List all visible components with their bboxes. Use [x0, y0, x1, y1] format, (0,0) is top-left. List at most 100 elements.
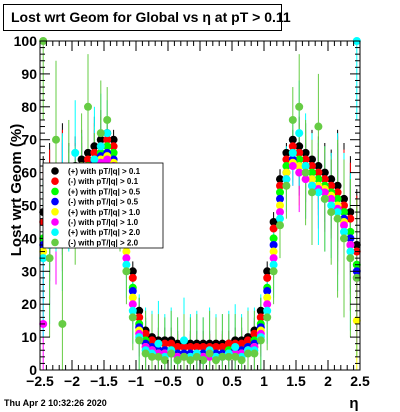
data-point — [327, 208, 336, 217]
data-point — [276, 214, 284, 223]
data-point — [180, 336, 188, 345]
data-point — [167, 349, 176, 358]
data-point — [263, 300, 272, 309]
data-point — [288, 162, 297, 171]
data-point — [122, 260, 131, 269]
data-point — [263, 313, 272, 322]
data-point — [333, 194, 342, 203]
data-point — [212, 342, 220, 351]
x-tick-label: 0 — [196, 373, 204, 389]
data-point — [109, 148, 118, 157]
data-point — [109, 135, 118, 144]
data-point — [301, 162, 310, 171]
data-point — [173, 356, 182, 365]
data-point — [295, 168, 304, 177]
data-point — [180, 352, 188, 361]
data-point — [231, 352, 240, 361]
data-point — [122, 254, 131, 263]
data-point — [340, 227, 348, 236]
data-point — [160, 356, 169, 365]
x-tick-label: −1.5 — [90, 373, 118, 389]
x-tick-label: 1 — [260, 373, 268, 389]
data-point — [199, 356, 208, 365]
data-point — [301, 175, 310, 184]
y-tick-label: 70 — [21, 132, 37, 148]
data-point — [314, 175, 323, 184]
data-point — [340, 194, 348, 203]
data-point — [96, 142, 105, 151]
data-point — [52, 135, 60, 144]
data-point — [333, 208, 342, 217]
data-point — [301, 155, 310, 164]
data-point — [256, 306, 265, 315]
x-tick-label: 2 — [324, 373, 332, 389]
y-axis-title: Lost wrt Geom (%) — [8, 124, 25, 257]
data-point — [282, 155, 291, 164]
data-point — [224, 352, 233, 361]
data-point — [327, 194, 336, 203]
legend-marker — [51, 218, 59, 226]
data-point — [288, 142, 297, 151]
data-point — [135, 336, 144, 345]
data-point — [314, 188, 323, 197]
data-point — [109, 142, 118, 151]
data-point — [71, 148, 80, 157]
data-point — [333, 188, 342, 197]
data-point — [314, 162, 323, 171]
legend-label: (-) with pT/|q| > 0.1 — [68, 177, 139, 186]
data-point — [263, 267, 272, 276]
data-point — [90, 142, 99, 151]
data-point — [288, 148, 297, 157]
data-point — [128, 273, 137, 282]
x-axis-ticks: −2.5 −2 −1.5 −1 −0.5 0 0.5 1 1.5 2 2.5 — [26, 41, 370, 389]
data-point — [141, 329, 150, 338]
legend-marker — [51, 187, 59, 196]
data-point — [327, 181, 336, 190]
data-point — [96, 129, 105, 138]
data-point — [282, 148, 291, 157]
legend-label: (-) with pT/|q| > 1.0 — [68, 218, 139, 227]
data-point — [148, 352, 156, 361]
data-point — [295, 129, 304, 138]
x-tick-label: 1.5 — [286, 373, 306, 389]
x-tick-label: −0.5 — [154, 373, 182, 389]
data-point — [263, 306, 272, 315]
data-point — [205, 349, 214, 358]
data-point — [295, 148, 304, 157]
data-point — [256, 313, 265, 322]
data-point — [346, 240, 355, 249]
data-point — [84, 148, 92, 157]
data-point — [346, 208, 355, 217]
data-point — [301, 168, 310, 177]
data-point — [96, 135, 105, 144]
data-point — [276, 188, 284, 197]
data-point — [250, 329, 259, 338]
data-point — [231, 342, 240, 351]
data-point — [308, 188, 316, 197]
data-point — [128, 287, 137, 296]
data-point — [160, 339, 169, 348]
data-point — [288, 135, 297, 144]
data-point — [269, 260, 278, 269]
y-tick-label: 40 — [21, 230, 37, 246]
data-point — [282, 162, 291, 171]
data-point — [122, 267, 131, 276]
legend: (+) with pT/|q| > 0.1(-) with pT/|q| > 0… — [42, 162, 164, 249]
data-point — [218, 342, 227, 351]
data-point — [269, 267, 278, 276]
legend-label: (-) with pT/|q| > 0.5 — [68, 198, 139, 207]
data-point — [295, 155, 304, 164]
chart-title: Lost wrt Geom for Global vs η at pT > 0.… — [3, 4, 291, 31]
data-point — [295, 102, 304, 111]
data-point — [308, 168, 316, 177]
data-point — [352, 316, 361, 325]
data-point — [340, 221, 348, 230]
legend-box — [42, 162, 164, 249]
data-point — [282, 168, 291, 177]
data-point — [276, 221, 284, 230]
data-point — [269, 234, 278, 243]
data-point — [77, 155, 86, 164]
legend-marker — [51, 177, 59, 185]
footer-timestamp: Thu Apr 2 10:32:26 2020 — [4, 398, 107, 408]
